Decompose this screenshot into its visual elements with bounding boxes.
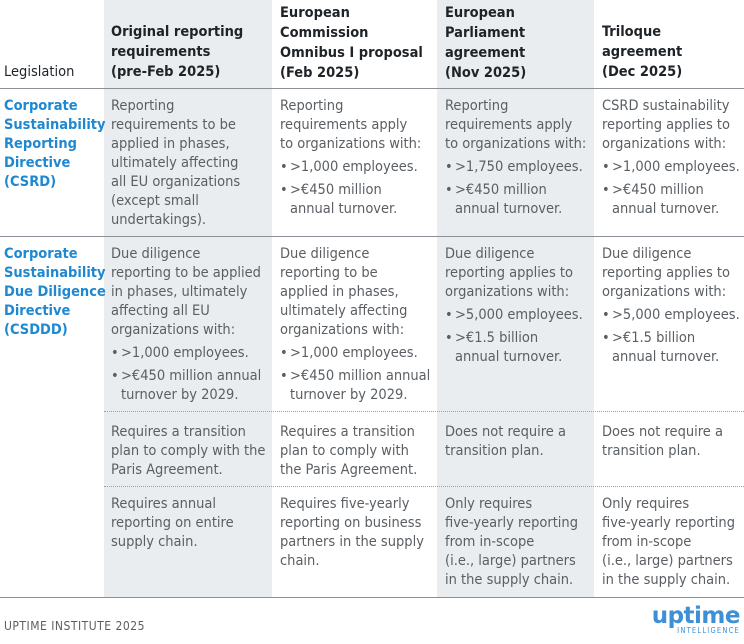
header-commission: European Commission Omnibus I proposal (Feb… xyxy=(280,5,423,81)
bullet: >1,750 employees. xyxy=(445,158,593,177)
header-original: Original reporting requirements (pre-Feb 2… xyxy=(111,24,244,80)
bullet: >1,000 employees. xyxy=(280,344,437,363)
csddd-commission: Due diligence reporting to be applied in p… xyxy=(280,245,437,409)
header-legislation: Legislation xyxy=(4,64,75,80)
transition-triloque: Does not require a transition plan. xyxy=(602,424,723,459)
bullet: >5,000 employees. xyxy=(445,306,593,325)
transition-original: Requires a transition plan to comply with… xyxy=(111,424,266,478)
csddd-triloque: Due diligence reporting applies to organiz… xyxy=(602,245,744,371)
column-shade-parliament xyxy=(437,0,594,597)
csrd-triloque: CSRD sustainability reporting applies to o… xyxy=(602,97,744,223)
csrd-original: Reporting requirements to be applied in ph… xyxy=(111,98,241,228)
logo-subtitle: INTELLIGENCE xyxy=(677,626,740,635)
csrd-parliament-text: Reporting requirements apply to organizati… xyxy=(445,98,587,152)
csddd-original-text: Due diligence reporting to be applied in p… xyxy=(111,246,261,338)
column-shade-original xyxy=(104,0,272,597)
csrd-commission-text: Reporting requirements apply to organizati… xyxy=(280,98,422,152)
csrd-parliament: Reporting requirements apply to organizati… xyxy=(445,97,593,223)
transition-parliament: Does not require a transition plan. xyxy=(445,424,566,459)
header-triloque: Triloque agreement (Dec 2025) xyxy=(602,24,683,80)
bullet: >1,000 employees. xyxy=(111,344,271,363)
header-divider xyxy=(0,88,744,89)
transition-commission: Requires a transition plan to comply with… xyxy=(280,424,418,478)
supply-commission: Requires five-yearly reporting on busines… xyxy=(280,496,424,569)
legislation-csrd: Corporate Sustainability Reporting Directiv… xyxy=(4,98,106,190)
csrd-commission: Reporting requirements apply to organizati… xyxy=(280,97,435,223)
bullet: >1,000 employees. xyxy=(602,158,744,177)
csddd-original-bullets: >1,000 employees. >€450 million annualtu… xyxy=(111,344,271,405)
csddd-triloque-text: Due diligence reporting applies to organiz… xyxy=(602,246,730,300)
supply-original: Requires annual reporting on entire supply… xyxy=(111,496,234,550)
subrow-divider xyxy=(104,486,744,487)
csrd-triloque-text: CSRD sustainability reporting applies to o… xyxy=(602,98,730,152)
csddd-commission-bullets: >1,000 employees. >€450 million annualtu… xyxy=(280,344,437,405)
csddd-commission-text: Due diligence reporting to be applied in p… xyxy=(280,246,408,338)
uptime-logo: uptime INTELLIGENCE xyxy=(651,603,741,635)
source-credit: UPTIME INSTITUTE 2025 xyxy=(4,619,145,633)
supply-triloque: Only requires five-yearly reporting from i… xyxy=(602,496,735,588)
csddd-original: Due diligence reporting to be applied in p… xyxy=(111,245,271,409)
bullet: >1,000 employees. xyxy=(280,158,435,177)
csddd-parliament-text: Due diligence reporting applies to organiz… xyxy=(445,246,573,300)
logo-wordmark: uptime xyxy=(651,603,741,629)
row-divider xyxy=(0,236,744,237)
bullet: >5,000 employees. xyxy=(602,306,744,325)
header-parliament: European Parliament agreement (Nov 2025) xyxy=(445,5,527,81)
table-bottom-border xyxy=(0,597,744,598)
csddd-parliament: Due diligence reporting applies to organiz… xyxy=(445,245,593,371)
subrow-divider xyxy=(104,411,744,412)
supply-parliament: Only requires five-yearly reporting from i… xyxy=(445,496,578,588)
legislation-csddd: Corporate Sustainability Due Diligence Dire… xyxy=(4,246,106,338)
